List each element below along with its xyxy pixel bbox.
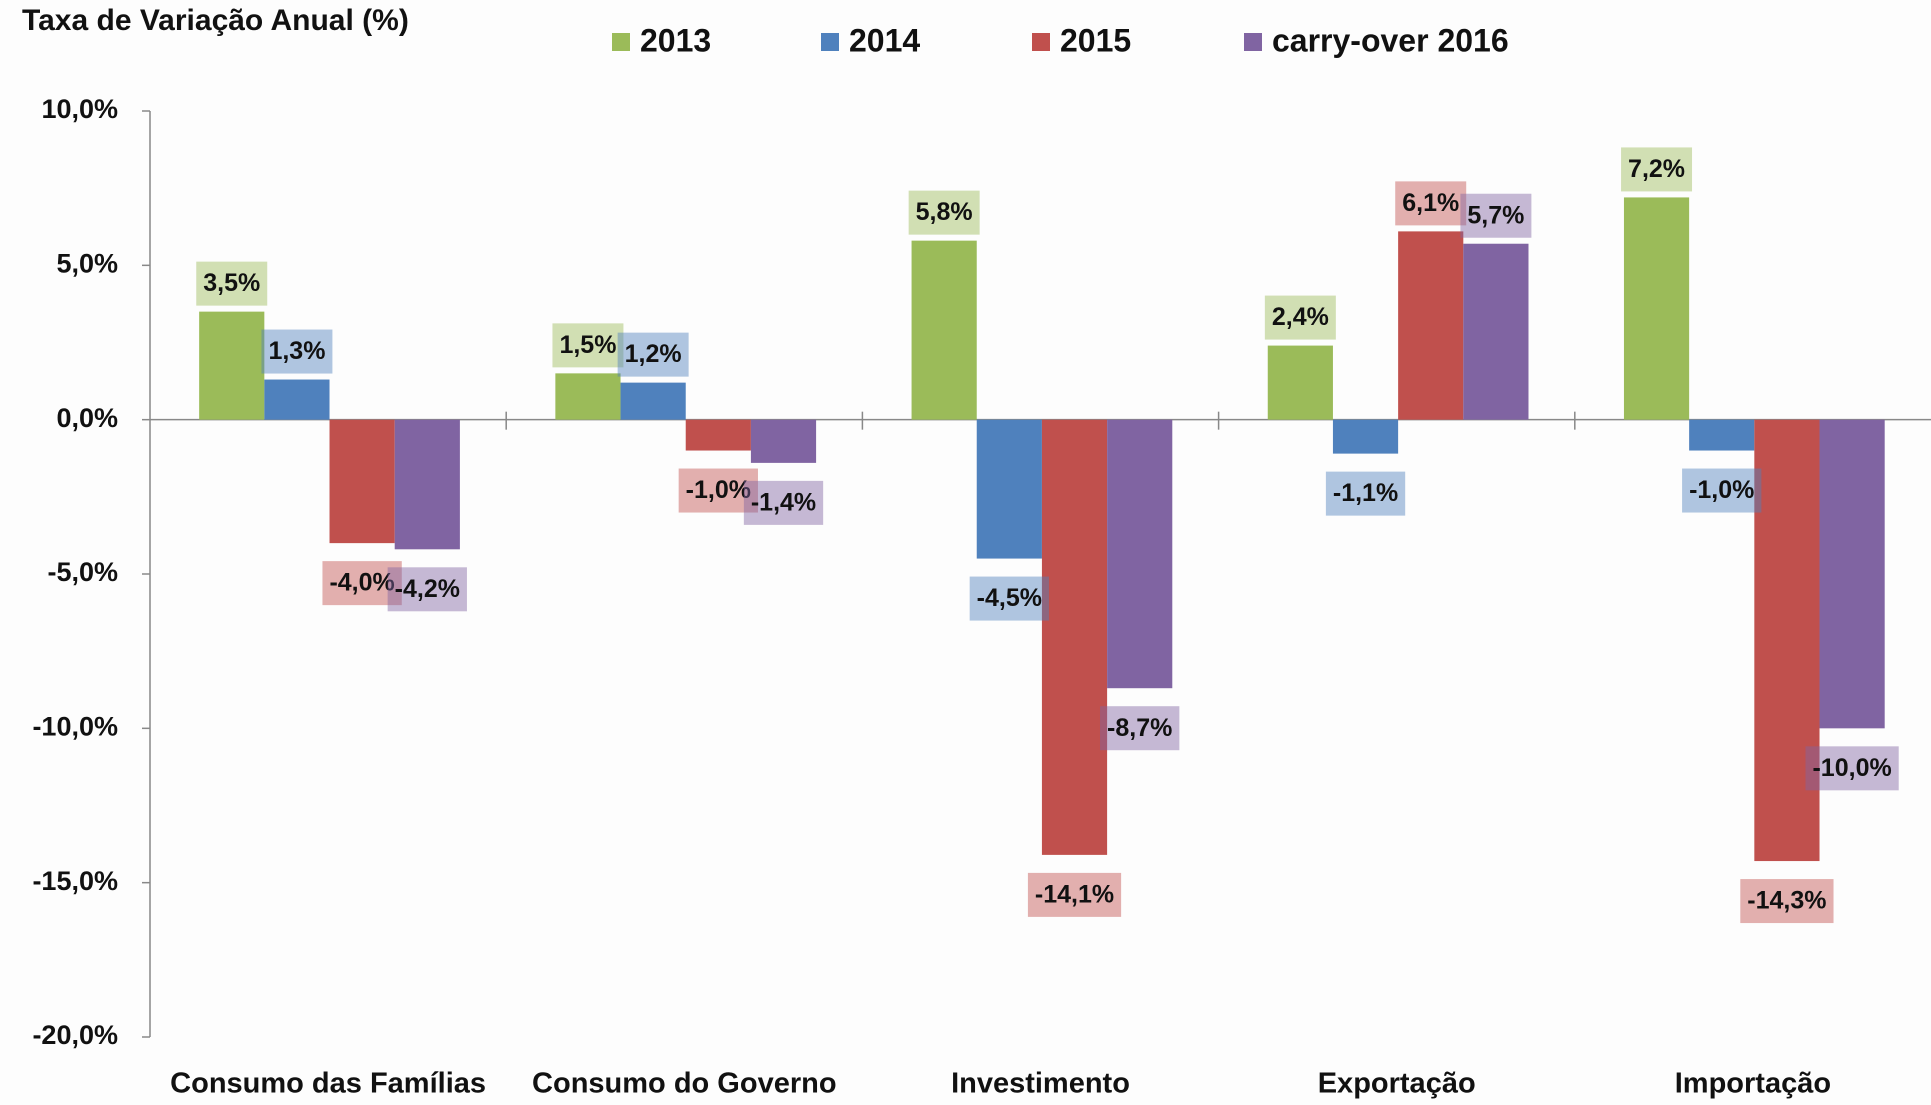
data-label: -1,1% — [1333, 479, 1398, 507]
y-tick-label: 0,0% — [56, 403, 118, 433]
bar — [199, 311, 265, 420]
bar — [1332, 419, 1399, 454]
data-label-box — [1805, 746, 1899, 791]
x-tick-label: Exportação — [1318, 1068, 1476, 1100]
data-label: 1,2% — [625, 340, 682, 368]
data-label: -10,0% — [1812, 754, 1891, 782]
legend-swatch — [1244, 33, 1262, 51]
data-label: -4,0% — [329, 569, 394, 597]
x-tick-label: Investimento — [951, 1068, 1130, 1100]
data-label: 1,5% — [559, 331, 616, 359]
data-label-box — [1460, 193, 1532, 238]
y-tick-label: -20,0% — [32, 1020, 118, 1050]
y-tick-label: -15,0% — [32, 866, 118, 896]
data-label-box — [1027, 872, 1122, 917]
bar — [911, 240, 977, 420]
data-label: -1,4% — [751, 488, 816, 516]
bar — [685, 419, 751, 451]
bar — [394, 419, 460, 550]
bar — [1754, 419, 1820, 862]
data-label-box — [1740, 879, 1834, 924]
y-tick-label: -5,0% — [47, 557, 118, 587]
bar — [555, 373, 621, 420]
bar — [329, 419, 395, 544]
data-label: -14,1% — [1035, 880, 1114, 908]
legend-label: 2015 — [1060, 22, 1131, 58]
data-label: 7,2% — [1628, 155, 1685, 183]
data-label-box — [1395, 181, 1467, 226]
data-label: 5,7% — [1467, 201, 1524, 229]
data-label: 6,1% — [1402, 189, 1459, 217]
data-label: -14,3% — [1747, 887, 1826, 915]
data-label-box — [552, 323, 624, 368]
chart-title: Taxa de Variação Anual (%) — [22, 4, 409, 37]
y-tick-label: -10,0% — [32, 711, 118, 741]
data-label-box — [1325, 471, 1406, 516]
data-label-box — [196, 261, 268, 306]
data-label: 1,3% — [268, 337, 325, 365]
legend-swatch — [1032, 33, 1050, 51]
data-label: 5,8% — [916, 198, 973, 226]
legend-label: 2014 — [849, 22, 920, 58]
bar — [620, 382, 686, 420]
data-label: -1,0% — [686, 476, 751, 504]
data-label-box — [743, 480, 824, 525]
bar — [1267, 345, 1333, 420]
data-label-box — [1100, 706, 1180, 751]
y-tick-label: 5,0% — [56, 248, 118, 278]
data-label: -8,7% — [1107, 714, 1172, 742]
data-label-box — [261, 329, 333, 374]
x-tick-label: Importação — [1675, 1068, 1831, 1100]
bar — [1623, 197, 1690, 420]
data-label-box — [1264, 295, 1336, 340]
data-label: -4,5% — [977, 584, 1042, 612]
data-label-box — [1682, 468, 1762, 513]
legend-swatch — [612, 33, 630, 51]
bar — [1689, 419, 1755, 451]
data-label: -4,2% — [395, 575, 460, 603]
bar — [750, 419, 817, 463]
x-tick-label: Consumo do Governo — [532, 1068, 837, 1100]
legend-swatch — [821, 33, 839, 51]
bar — [1398, 231, 1464, 420]
data-label: 2,4% — [1272, 303, 1329, 331]
data-label-box — [617, 332, 689, 377]
y-tick-label: 10,0% — [41, 94, 118, 124]
bar — [1463, 243, 1529, 420]
x-tick-label: Consumo das Famílias — [170, 1068, 486, 1100]
data-label-box — [678, 468, 758, 513]
bar — [1819, 419, 1885, 729]
bar — [976, 419, 1042, 559]
data-label: 3,5% — [203, 269, 260, 297]
data-label-box — [969, 576, 1049, 621]
data-label-box — [908, 190, 980, 235]
bar — [264, 379, 330, 420]
legend-label: carry-over 2016 — [1272, 22, 1509, 58]
data-label: -1,0% — [1689, 476, 1754, 504]
data-label-box — [322, 561, 402, 606]
bar — [1041, 419, 1108, 855]
data-label-box — [1621, 147, 1693, 192]
data-label-box — [387, 567, 467, 612]
legend-label: 2013 — [640, 22, 711, 58]
bar — [1107, 419, 1173, 689]
